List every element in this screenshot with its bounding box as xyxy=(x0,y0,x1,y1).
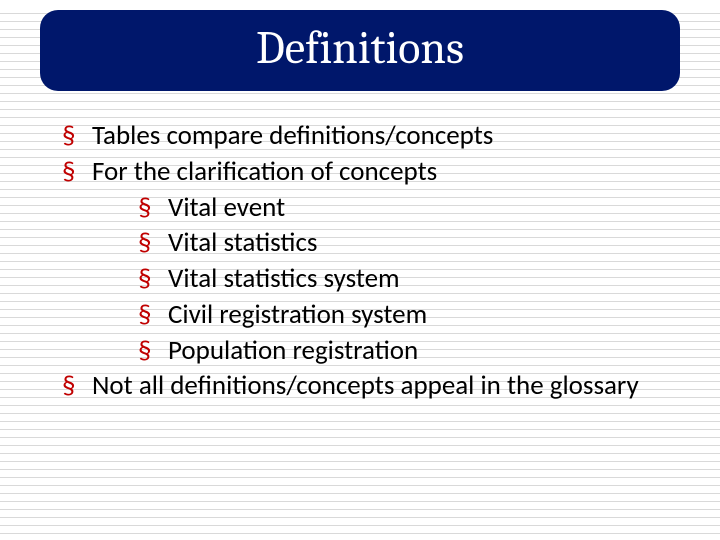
sub-bullet-list: Vital event Vital statistics Vital stati… xyxy=(138,191,684,368)
list-item: Vital statistics xyxy=(138,226,684,260)
list-item: For the clarification of concepts Vital … xyxy=(62,155,684,368)
bullet-text: Civil registration system xyxy=(168,298,427,331)
bullet-text: Not all definitions/concepts appeal in t… xyxy=(92,369,639,402)
list-item: Population registration xyxy=(138,334,684,368)
bullet-list: Tables compare definitions/concepts For … xyxy=(62,119,684,403)
list-item: Vital statistics system xyxy=(138,262,684,296)
bullet-text: Vital statistics xyxy=(168,226,317,259)
bullet-text: Vital statistics system xyxy=(168,262,400,295)
bullet-text: Vital event xyxy=(168,191,285,224)
slide-title: Definitions xyxy=(70,22,650,75)
slide-container: Definitions Tables compare definitions/c… xyxy=(0,0,720,540)
list-item: Tables compare definitions/concepts xyxy=(62,119,684,153)
list-item: Civil registration system xyxy=(138,298,684,332)
list-item: Vital event xyxy=(138,191,684,225)
bullet-text: Population registration xyxy=(168,334,418,367)
bullet-text: For the clarification of concepts xyxy=(92,155,437,188)
list-item: Not all definitions/concepts appeal in t… xyxy=(62,369,684,403)
title-box: Definitions xyxy=(40,10,680,91)
bullet-text: Tables compare definitions/concepts xyxy=(92,119,493,152)
